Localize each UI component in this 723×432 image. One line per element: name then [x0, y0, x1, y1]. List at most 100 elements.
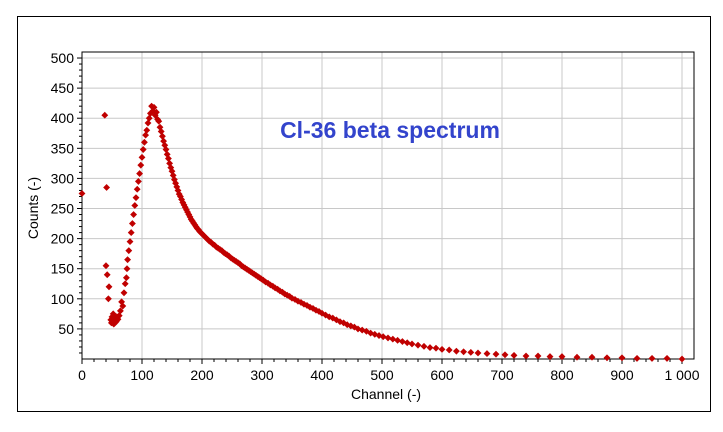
data-point	[142, 131, 150, 139]
data-point	[109, 310, 117, 318]
data-point	[105, 283, 113, 291]
data-point	[501, 351, 509, 359]
data-point	[432, 344, 440, 352]
data-point	[140, 138, 148, 146]
data-point	[420, 342, 428, 350]
data-point	[143, 126, 151, 134]
data-point	[102, 262, 110, 270]
data-point	[150, 103, 158, 111]
data-point	[125, 247, 133, 255]
data-point	[546, 353, 554, 361]
data-point	[120, 289, 128, 297]
data-point	[133, 185, 141, 193]
data-point	[104, 295, 112, 303]
data-point	[119, 302, 127, 310]
data-point	[155, 117, 163, 125]
data-point	[127, 229, 135, 237]
data-point	[467, 348, 475, 356]
data-point	[152, 108, 160, 116]
data-point	[101, 111, 109, 119]
chart-title: Cl-36 beta spectrum	[280, 117, 500, 143]
x-tick-label: 600	[430, 367, 454, 383]
data-point	[603, 354, 611, 362]
data-point	[116, 307, 124, 315]
data-point	[573, 353, 581, 361]
data-point	[394, 336, 402, 344]
data-point	[558, 353, 566, 361]
data-point	[126, 238, 134, 246]
grid-lines	[81, 52, 694, 359]
y-tick-label: 300	[51, 170, 75, 186]
data-point	[426, 344, 434, 351]
y-tick-label: 100	[51, 291, 75, 307]
y-tick-label: 400	[51, 110, 75, 126]
data-point	[121, 280, 129, 288]
x-tick-label: 700	[490, 367, 514, 383]
data-point	[122, 274, 130, 282]
data-point	[492, 350, 500, 358]
data-point	[414, 341, 422, 349]
data-point	[130, 211, 138, 218]
x-tick-label: 1 000	[664, 367, 699, 383]
data-point	[460, 348, 468, 356]
data-point	[633, 354, 641, 362]
y-tick-label: 450	[51, 80, 75, 96]
data-point	[139, 146, 147, 153]
x-tick-label: 900	[610, 367, 634, 383]
data-point	[474, 349, 482, 357]
data-point	[137, 161, 145, 169]
x-tick-label: 300	[250, 367, 274, 383]
data-point	[128, 220, 136, 227]
y-axis-label: Counts (-)	[25, 177, 41, 239]
y-tick-label: 350	[51, 140, 75, 156]
data-point	[144, 119, 152, 127]
data-point	[510, 351, 518, 359]
data-points	[78, 102, 686, 363]
data-point	[103, 271, 111, 279]
data-point	[452, 347, 460, 355]
data-point	[522, 352, 530, 360]
data-point	[158, 132, 166, 140]
x-tick-label: 400	[310, 367, 334, 383]
x-tick-label: 100	[130, 367, 154, 383]
y-tick-label: 50	[58, 321, 74, 337]
data-point	[131, 202, 139, 209]
data-point	[124, 256, 132, 264]
data-point	[445, 346, 453, 354]
data-point	[103, 184, 111, 191]
data-point	[136, 170, 144, 178]
data-point	[398, 338, 406, 345]
data-point	[403, 339, 411, 347]
data-point	[588, 353, 596, 361]
x-tick-label: 800	[550, 367, 574, 383]
data-point	[115, 312, 123, 320]
data-point	[78, 190, 86, 197]
data-point	[123, 265, 131, 273]
x-tick-label: 0	[78, 367, 86, 383]
axes: 0 100 200 300 400 500 600 700 800 900 1 000 50 100 15…	[51, 50, 700, 383]
data-point	[134, 177, 142, 185]
data-point	[483, 350, 491, 358]
x-axis-label: Channel (-)	[351, 386, 421, 402]
y-tick-label: 200	[51, 231, 75, 247]
data-point	[648, 354, 656, 362]
data-point	[618, 354, 626, 362]
data-point	[678, 355, 686, 363]
data-point	[145, 114, 153, 122]
x-tick-label: 500	[370, 367, 394, 383]
data-point	[379, 333, 387, 341]
data-point	[384, 334, 392, 342]
y-tick-label: 500	[51, 50, 75, 66]
data-point	[438, 345, 446, 353]
data-point	[389, 335, 397, 343]
y-tick-label: 250	[51, 201, 75, 217]
x-tick-label: 200	[190, 367, 214, 383]
y-tick-label: 150	[51, 261, 75, 277]
data-point	[138, 153, 146, 161]
data-point	[663, 354, 671, 362]
data-point	[408, 340, 416, 348]
plot-area	[81, 51, 695, 360]
data-point	[132, 194, 140, 202]
data-point	[534, 352, 542, 360]
